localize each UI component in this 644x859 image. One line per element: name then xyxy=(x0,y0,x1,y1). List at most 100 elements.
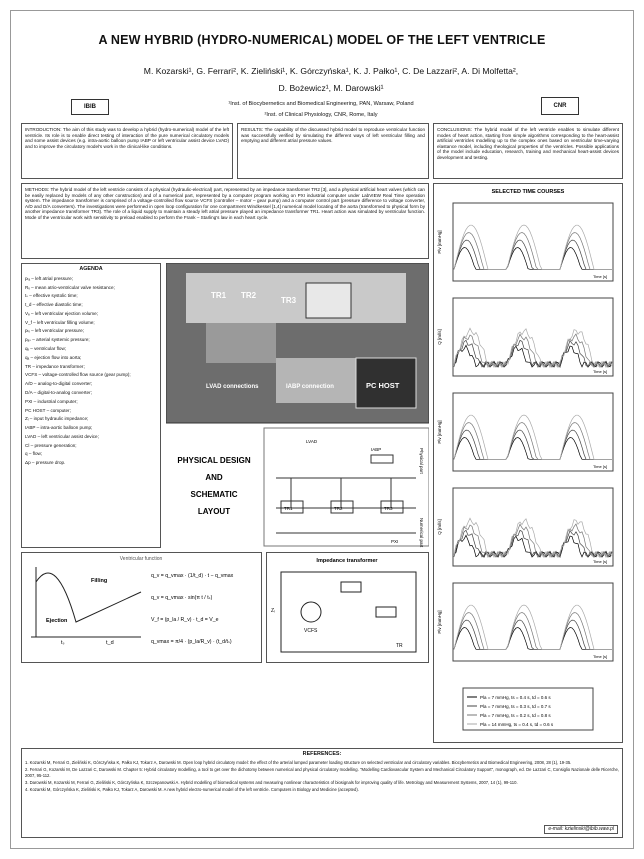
authors-line: M. Kozarski¹, G. Ferrari², K. Zieliński¹… xyxy=(51,63,611,80)
references-list: 1. Kozarski M, Ferrari G, Zieliński K, G… xyxy=(25,760,619,792)
ventricular-box xyxy=(22,553,262,663)
equations-area: Ventricular function Filling Ejection tₛ t_d… xyxy=(21,552,429,664)
diagram-label: Zᵢ xyxy=(271,608,275,614)
design-line: LAYOUT xyxy=(198,507,230,516)
photo-label: IABP connection xyxy=(286,384,334,390)
x-axis-label: Time [s] xyxy=(593,369,607,374)
agenda-item: Rᵥ – mean atrio-ventricular valve resist… xyxy=(25,285,157,291)
design-line: SCHEMATIC xyxy=(191,490,238,499)
email: e-mail: kzielinski@ibib.waw.pl xyxy=(544,825,618,834)
x-axis-label: Time [s] xyxy=(593,274,607,279)
photo-monitor xyxy=(306,283,351,318)
box-title: Ventricular function xyxy=(120,556,163,562)
schematic-label: Numerical part xyxy=(419,518,424,548)
agenda-item: A/D – analog-to-digital converter; xyxy=(25,381,157,387)
y-axis-label: Q [ml/s] xyxy=(437,329,442,345)
equation: q_vmax = π/4 · (p_la/R_v) · (t_d/tₛ) xyxy=(151,639,232,645)
y-axis-label: Q [ml/s] xyxy=(437,519,442,535)
box-title: Impedance transformer xyxy=(316,558,378,564)
legend-entry: Pla = 14 mmHg, ts = 0.4 s, td = 0.6 s xyxy=(480,722,554,727)
affiliation: ²Inst. of Clinical Physiology, CNR, Rome… xyxy=(131,112,511,118)
legend-entry: Pla = 7 mmHg, ts = 0.3 s, td = 0.7 s xyxy=(480,704,551,709)
diagram-label: Filling xyxy=(91,578,107,584)
diagram-label: TR xyxy=(396,643,403,649)
physical-design: PHYSICAL DESIGN AND SCHEMATIC LAYOUT xyxy=(177,456,250,516)
impedance-box xyxy=(267,553,429,663)
diagram-label: t_d xyxy=(106,640,114,646)
agenda-item: TR – impedance transformer; xyxy=(25,364,157,370)
poster: A NEW HYBRID (HYDRO-NUMERICAL) MODEL OF … xyxy=(10,10,634,849)
authors: M. Kozarski¹, G. Ferrari², K. Zieliński¹… xyxy=(51,63,611,97)
design-line: AND xyxy=(205,473,223,482)
photo-label: TR1 xyxy=(211,291,227,300)
legend-entry: Pla = 7 mmHg, ts = 0.4 s, td = 0.6 s xyxy=(480,695,551,700)
references: REFERENCES: 1. Kozarski M, Ferrari G, Zi… xyxy=(21,748,623,838)
agenda-item: Δp – pressure drop. xyxy=(25,460,157,466)
agenda-item: PXI – industrial computer; xyxy=(25,399,157,405)
agenda-item: Cl – pressure generation; xyxy=(25,443,157,449)
diagram-label: tₛ xyxy=(61,640,65,646)
agenda-item: Vₑ – left ventricular ejection volume; xyxy=(25,311,157,317)
agenda-item: VCFS – voltage-controlled flow source (g… xyxy=(25,372,157,378)
photo-device xyxy=(276,358,356,403)
photo-label: LVAD connections xyxy=(206,384,259,390)
schematic-label: Physical part xyxy=(419,448,424,475)
reference: 4. Kozarski M, Górczyńska K, Zieliński K… xyxy=(25,787,619,792)
reference: 1. Kozarski M, Ferrari G, Zieliński K, G… xyxy=(25,760,619,765)
schematic-label: IABP xyxy=(371,447,381,452)
photo-label: TR3 xyxy=(281,296,297,305)
page: {"header":{"title":"A NEW HYBRID (HYDRO-… xyxy=(0,0,644,859)
agenda: AGENDA pₗₐ – left atrial pressure; Rᵥ – m… xyxy=(21,263,161,548)
diagram-label: Ejection xyxy=(46,618,68,624)
agenda-item: D/A – digital-to-analog converter; xyxy=(25,390,157,396)
design-line: PHYSICAL DESIGN xyxy=(177,456,250,465)
legend-entry: Pla = 7 mmHg, ts = 0.2 s, td = 0.8 s xyxy=(480,713,551,718)
affiliation: ¹Inst. of Biocybernetics and Biomedical … xyxy=(131,101,511,107)
authors-line: D. Bożewicz¹, M. Darowski¹ xyxy=(51,80,611,97)
y-axis-label: Plv [mmHg] xyxy=(437,230,442,253)
agenda-item: tₛ – effective systolic time; xyxy=(25,293,157,299)
logo: IBIB xyxy=(71,99,109,115)
methods: METHODS: The hybrid model of the left ve… xyxy=(21,183,429,259)
y-axis-label: Plv [mmHg] xyxy=(437,420,442,443)
agenda-list: pₗₐ – left atrial pressure; Rᵥ – mean atr… xyxy=(25,276,157,466)
agenda-item: pₗᵥ – left ventricular pressure; xyxy=(25,328,157,334)
reference: 2. Ferrari G, Kozarski M, De Lazzari C, … xyxy=(25,767,619,777)
schematic-label: LVAD xyxy=(306,439,318,444)
logo: CNR xyxy=(541,97,579,115)
agenda-item: pₐₛ – arterial systemic pressure; xyxy=(25,337,157,343)
title: A NEW HYBRID (HYDRO-NUMERICAL) MODEL OF … xyxy=(11,33,633,47)
agenda-item: qᵥ – ventricular flow; xyxy=(25,346,157,352)
agenda-item: V_f – left ventricular filling volume; xyxy=(25,320,157,326)
reference: 3. Darowski M, Kozarski M, Ferrari G, Zi… xyxy=(25,780,619,785)
figure-area: TR1 TR2 TR3 LVAD connections IABP connection… xyxy=(166,263,429,548)
schematic xyxy=(264,428,429,546)
x-axis-label: Time [s] xyxy=(593,559,607,564)
agenda-item: Zᵢ – input hydraulic impedance; xyxy=(25,416,157,422)
schematic-label: TR2 xyxy=(334,506,343,511)
schematic-label: TR3 xyxy=(384,506,393,511)
results: RESULTS: The capability of the discussed… xyxy=(237,123,429,179)
agenda-title: AGENDA xyxy=(25,267,157,273)
conclusions: CONCLUSIONS: The hybrid model of the lef… xyxy=(433,123,623,179)
y-axis-label: Plv [mmHg] xyxy=(437,610,442,633)
references-title: REFERENCES: xyxy=(25,752,619,757)
introduction: INTRODUCTION: The aim of this study was … xyxy=(21,123,233,179)
photo-label: TR2 xyxy=(241,291,257,300)
agenda-item: pₗₐ – left atrial pressure; xyxy=(25,276,157,282)
time-courses-title: SELECTED TIME COURSES xyxy=(492,189,565,195)
agenda-item: q – flow; xyxy=(25,451,157,457)
agenda-item: t_d – effective diastolic time; xyxy=(25,302,157,308)
equation: q_v = q_vmax · sin(π t / tₛ) xyxy=(151,595,213,601)
agenda-item: PC HOST – computer; xyxy=(25,408,157,414)
x-axis-label: Time [s] xyxy=(593,464,607,469)
equation: q_v = q_vmax · (1/t_d) · t − q_vmax xyxy=(151,573,234,579)
x-axis-label: Time [s] xyxy=(593,654,607,659)
schematic-label: PXI xyxy=(391,539,398,544)
photo-device xyxy=(206,323,276,363)
photo-label: PC HOST xyxy=(366,381,400,390)
schematic-label: TR1 xyxy=(284,506,293,511)
equation: V_f = (p_la / R_v) · t_d = V_e xyxy=(151,617,219,623)
agenda-item: LVAD – left ventricular assist device; xyxy=(25,434,157,440)
agenda-item: IABP – intra-aortic balloon pump; xyxy=(25,425,157,431)
